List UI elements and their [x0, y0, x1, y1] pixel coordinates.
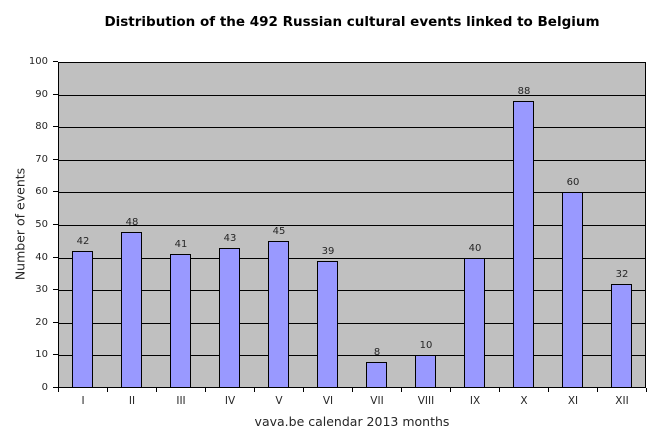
x-tick [58, 388, 59, 392]
gridline-y60 [59, 192, 645, 194]
bar-value-label: 43 [223, 233, 237, 244]
x-tick [352, 388, 353, 392]
x-category-label: VI [322, 395, 334, 407]
x-tick [205, 388, 206, 392]
chart-title: Distribution of the 492 Russian cultural… [104, 14, 600, 30]
x-tick [254, 388, 255, 392]
gridline-y40 [59, 257, 645, 259]
gridline-y50 [59, 225, 645, 226]
gridline-y10 [59, 355, 645, 357]
y-tick-label: 0 [41, 382, 48, 393]
gridline-y90 [59, 94, 645, 96]
bar-value-label: 45 [272, 226, 286, 237]
x-category-label: III [176, 395, 186, 407]
x-tick [597, 388, 598, 392]
y-tick [53, 321, 58, 323]
y-tick [53, 256, 58, 258]
bar-value-label: 40 [468, 243, 482, 254]
x-category-label: VIII [417, 395, 435, 407]
x-category-label: XII [615, 395, 629, 407]
bar-value-label: 8 [373, 347, 381, 358]
plot-area [58, 62, 646, 388]
x-tick [548, 388, 549, 392]
y-tick-label: 40 [35, 251, 48, 263]
bar-value-label: 32 [615, 269, 629, 280]
y-tick-label: 80 [35, 121, 48, 133]
x-tick [499, 388, 500, 392]
y-tick [53, 387, 58, 388]
bar-II [121, 232, 142, 388]
y-tick [53, 224, 58, 225]
bar-value-label: 39 [321, 246, 335, 257]
bar-V [268, 241, 289, 388]
bar-III [170, 254, 191, 388]
y-tick-label: 20 [35, 316, 48, 328]
gridline-y20 [59, 322, 645, 324]
x-tick [107, 388, 108, 392]
y-tick [53, 289, 58, 291]
gridline-y30 [59, 290, 645, 292]
y-tick-label: 30 [35, 284, 48, 296]
x-category-label: II [128, 395, 136, 407]
bar-IX [464, 258, 485, 388]
x-category-label: IX [469, 395, 481, 407]
gridline-y70 [59, 159, 645, 161]
bar-VI [317, 261, 338, 388]
y-tick-label: 70 [35, 153, 48, 165]
bar-value-label: 41 [174, 239, 188, 250]
x-category-label: X [520, 395, 528, 407]
x-category-label: I [81, 395, 85, 407]
x-category-label: XI [567, 395, 579, 407]
x-tick [646, 388, 647, 392]
gridline-y80 [59, 127, 645, 129]
x-tick [303, 388, 304, 392]
bar-value-label: 10 [419, 340, 433, 351]
y-tick [53, 191, 58, 193]
bar-I [72, 251, 93, 388]
y-tick-label: 100 [28, 56, 48, 67]
y-tick [53, 93, 58, 95]
y-tick [53, 61, 58, 62]
x-tick [401, 388, 402, 392]
bar-value-label: 88 [517, 86, 531, 97]
y-tick [53, 158, 58, 160]
bar-X [513, 101, 534, 388]
bar-value-label: 48 [125, 217, 139, 228]
bar-XI [562, 192, 583, 388]
bar-value-label: 60 [566, 177, 580, 188]
y-tick-label: 60 [35, 186, 48, 198]
y-tick [53, 126, 58, 128]
bar-value-label: 42 [76, 236, 90, 247]
bar-VII [366, 362, 387, 388]
x-category-label: VII [370, 395, 384, 407]
x-category-label: V [275, 395, 283, 407]
y-tick-label: 90 [35, 88, 48, 100]
bar-IV [219, 248, 240, 388]
bar-XII [611, 284, 632, 388]
x-tick [156, 388, 157, 392]
y-tick-label: 10 [35, 349, 48, 361]
x-axis-title: vava.be calendar 2013 months [254, 414, 450, 429]
x-category-label: IV [224, 395, 236, 407]
bar-VIII [415, 355, 436, 388]
y-tick-label: 50 [35, 219, 48, 230]
y-tick [53, 354, 58, 356]
x-tick [450, 388, 451, 392]
